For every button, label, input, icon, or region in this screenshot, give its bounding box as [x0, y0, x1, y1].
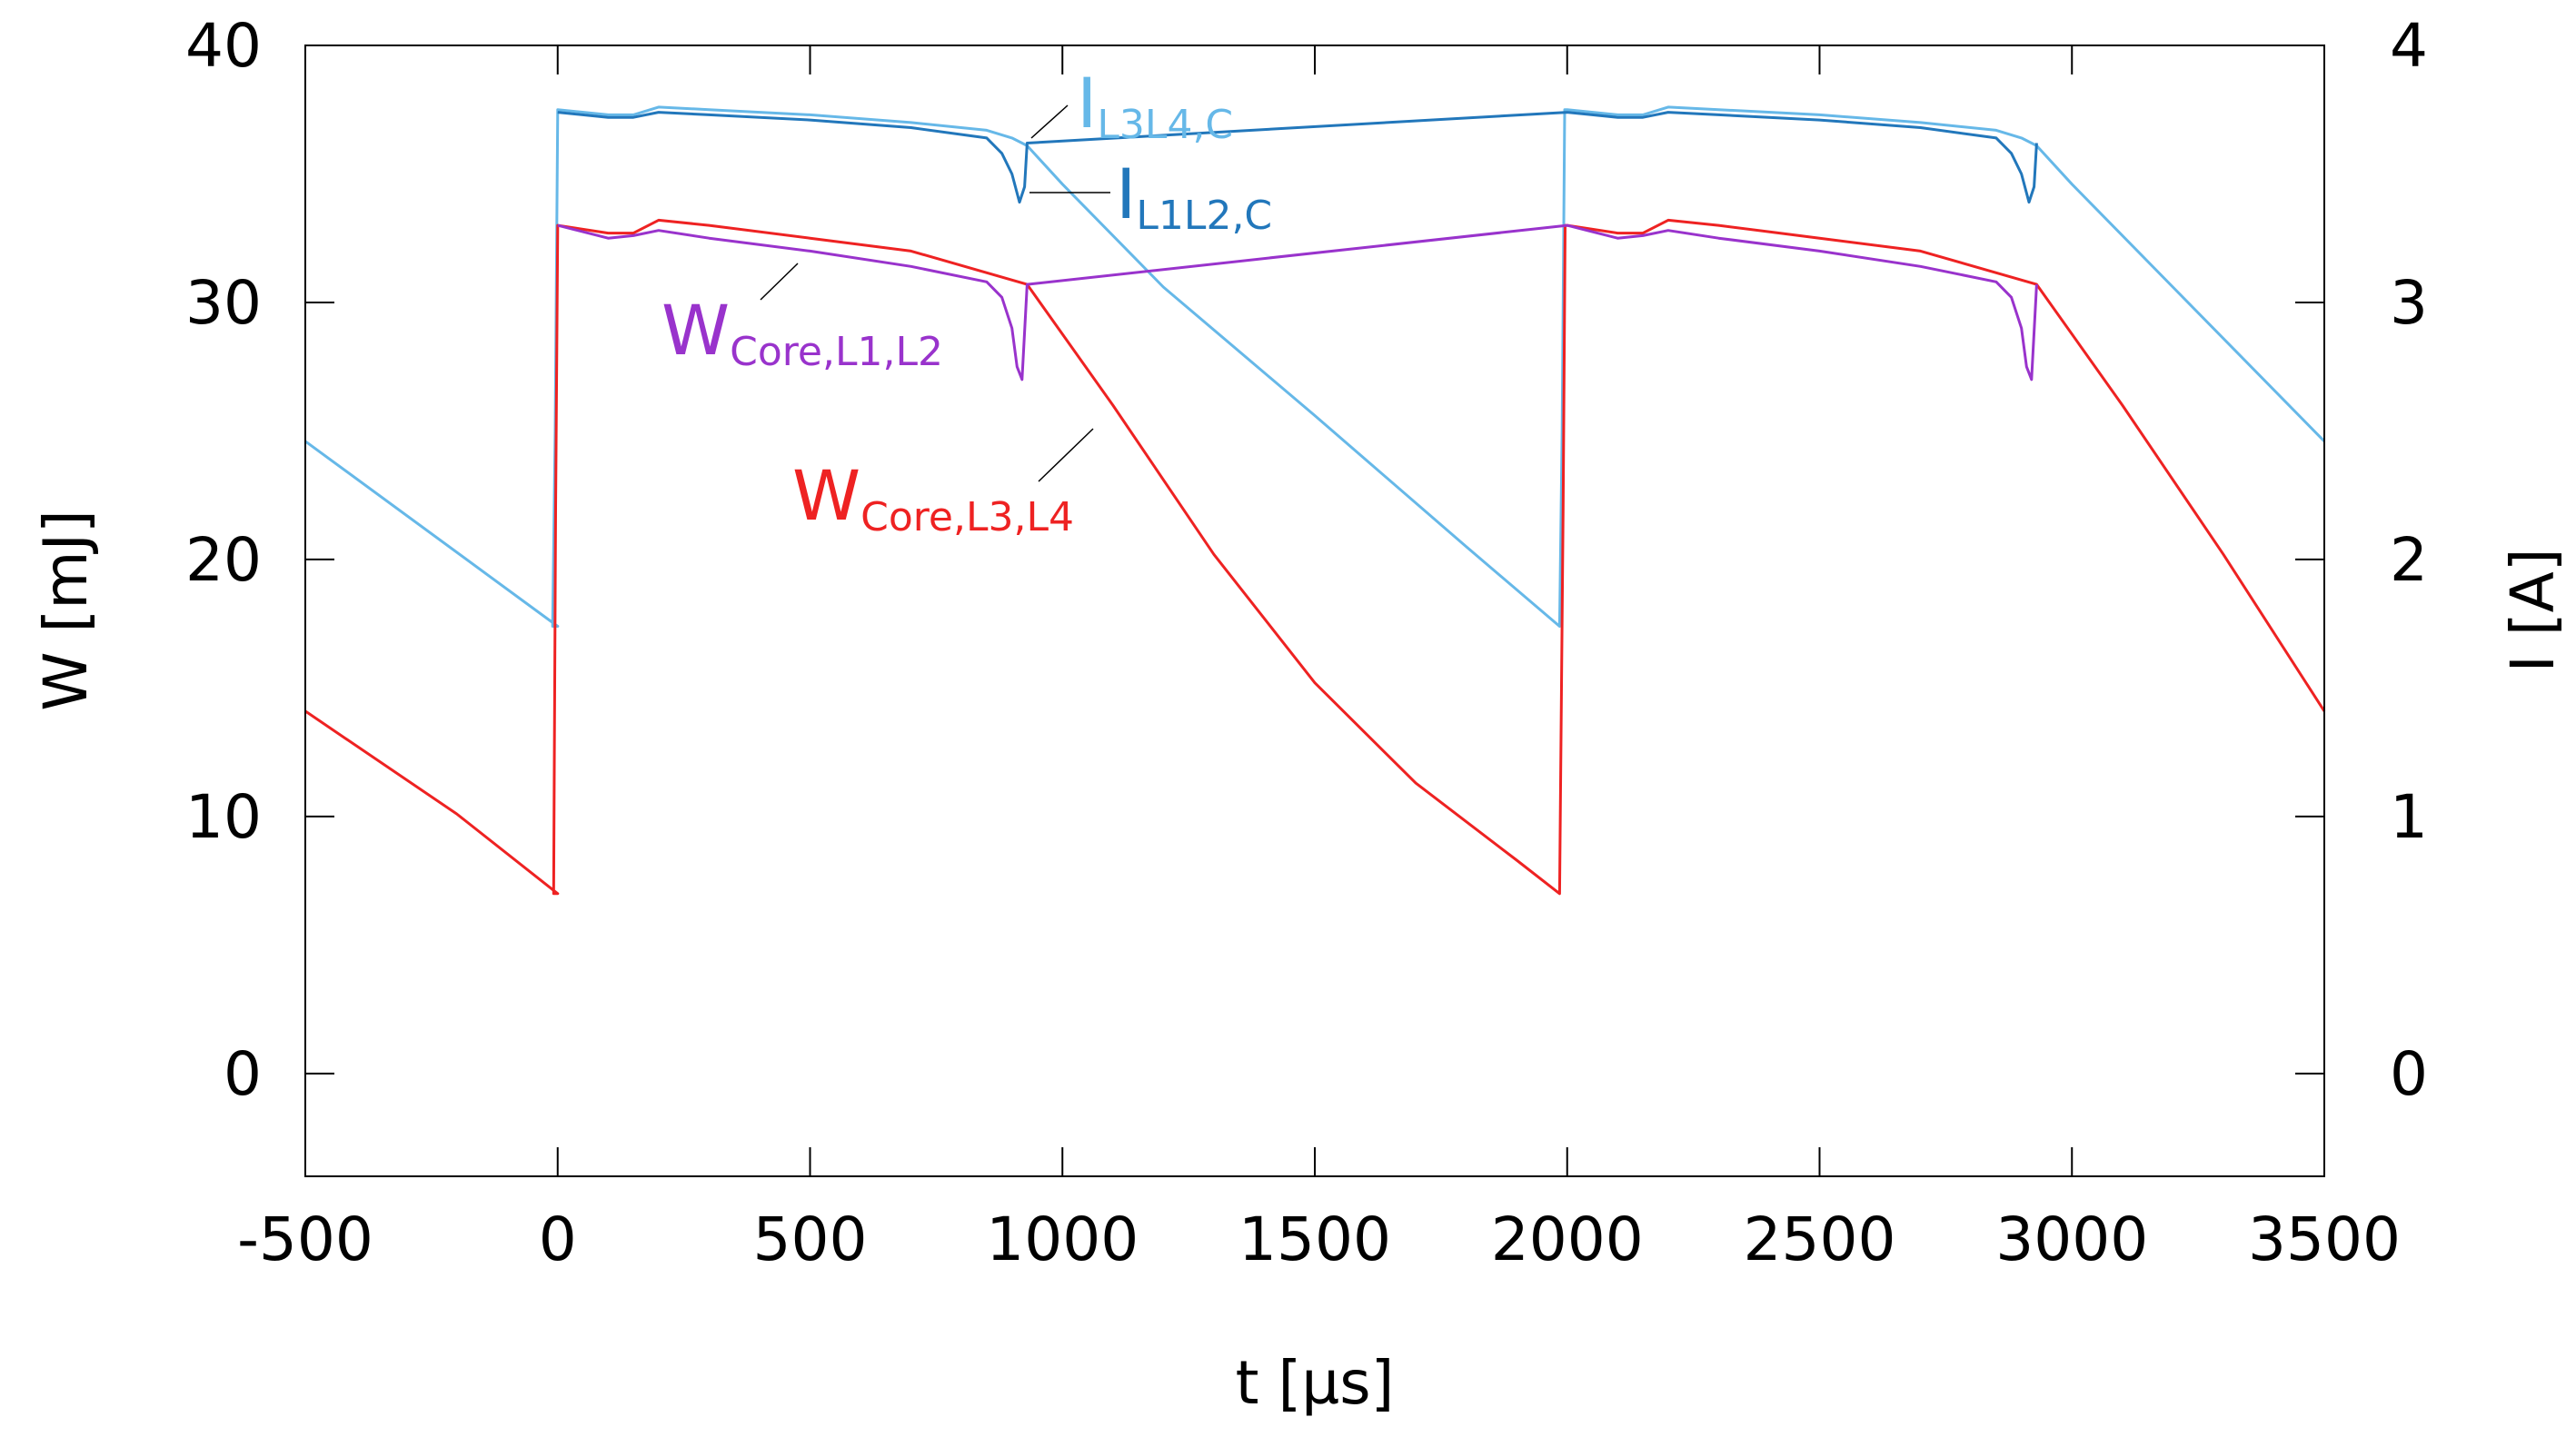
y-tick-label: 30 — [185, 268, 262, 338]
y2-tick-label: 0 — [2390, 1039, 2428, 1109]
x-tick-label: 2000 — [1491, 1204, 1644, 1274]
leader-line-i-l3l4-c — [1030, 104, 1069, 139]
x-tick-label: 3500 — [2248, 1204, 2401, 1274]
label-i-l3l4-c-main: I — [1077, 63, 1097, 144]
label-w-core-l3-l4-main: W — [792, 455, 860, 536]
label-i-l1l2-c-main: I — [1116, 154, 1136, 234]
y-tick-label: 10 — [185, 782, 262, 852]
y2-tick-label: 3 — [2390, 268, 2428, 338]
x-tick-label: -500 — [237, 1204, 373, 1274]
y2-tick-label: 2 — [2390, 525, 2428, 595]
x-tick-label: 500 — [753, 1204, 868, 1274]
label-w-core-l3-l4: WCore,L3,L4 — [792, 455, 1074, 540]
x-tick-label: 0 — [539, 1204, 577, 1274]
series-line-w-core-l1-l2 — [557, 223, 2038, 382]
leader-line-w-core-l1-l2 — [760, 263, 799, 301]
x-tick-label: 1500 — [1238, 1204, 1391, 1274]
series-line-i-l3l4-c — [304, 105, 2326, 628]
label-w-core-l1-l2: WCore,L1,L2 — [661, 290, 943, 375]
series-layer — [304, 105, 2326, 896]
tick-labels-layer: -500 0 500 1000 1500 2000 2500 3000 350001020304… — [185, 11, 2428, 1274]
series-line-i-l1l2-c — [557, 111, 2038, 204]
y-axis-title: W [mJ] — [31, 510, 101, 711]
y2-tick-label: 1 — [2390, 782, 2428, 852]
annotation-layer: IL3L4,C IL1L2,C WCore,L1,L2 WCore,L3,L4 — [661, 63, 1272, 540]
x-tick-label: 3000 — [1995, 1204, 2148, 1274]
y2-tick-label: 4 — [2390, 11, 2428, 81]
y-tick-label: 40 — [185, 11, 262, 81]
label-w-core-l1-l2-main: W — [661, 290, 730, 371]
x-tick-label: 2500 — [1744, 1204, 1896, 1274]
label-w-core-l1-l2-sub: Core,L1,L2 — [730, 329, 943, 375]
label-i-l1l2-c: IL1L2,C — [1116, 154, 1272, 239]
y-tick-label: 0 — [224, 1039, 262, 1109]
label-i-l1l2-c-sub: L1L2,C — [1136, 193, 1272, 239]
y2-axis-title: I [A] — [2498, 548, 2568, 672]
label-i-l3l4-c: IL3L4,C — [1077, 63, 1233, 148]
y-tick-label: 20 — [185, 525, 262, 595]
ticks-layer — [304, 45, 2325, 1176]
x-tick-label: 1000 — [986, 1204, 1139, 1274]
x-axis-title: t [µs] — [1236, 1348, 1395, 1418]
leader-line-w-core-l3-l4 — [1038, 428, 1094, 482]
label-w-core-l3-l4-sub: Core,L3,L4 — [860, 494, 1074, 540]
label-i-l3l4-c-sub: L3L4,C — [1097, 102, 1233, 148]
